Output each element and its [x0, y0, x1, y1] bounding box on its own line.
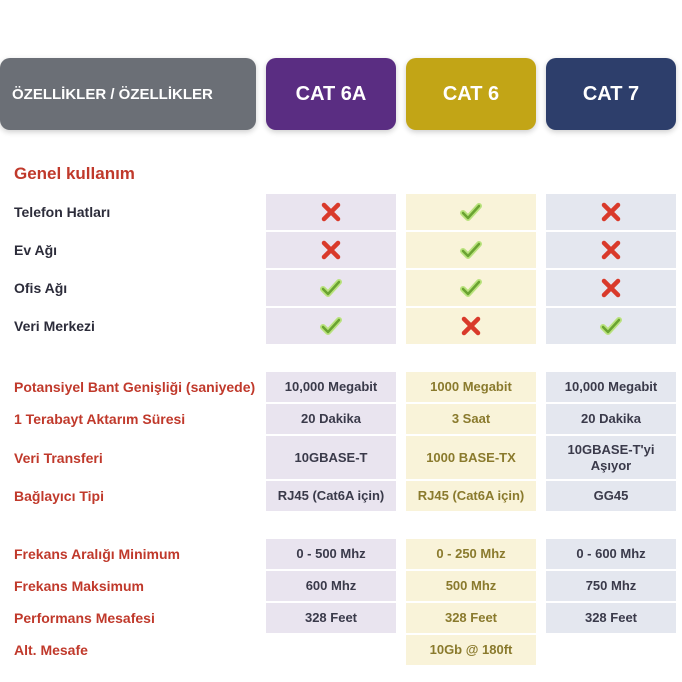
cell [546, 270, 676, 306]
table-row: Veri Merkezi [0, 308, 676, 344]
row-label: Ev Ağı [0, 232, 256, 268]
table-row: Alt. Mesafe 10Gb @ 180ft [0, 635, 676, 665]
cell: 1000 BASE-TX [406, 436, 536, 479]
row-label: Veri Transferi [0, 436, 256, 479]
table-row: Frekans Aralığı Minimum 0 - 500 Mhz 0 - 25… [0, 539, 676, 569]
check-icon [459, 276, 483, 300]
section-title: Genel kullanım [0, 156, 676, 194]
check-icon [599, 314, 623, 338]
cell [266, 270, 396, 306]
check-icon [459, 238, 483, 262]
cell: 3 Saat [406, 404, 536, 434]
row-label: Alt. Mesafe [0, 635, 256, 665]
check-icon [319, 276, 343, 300]
cell [406, 232, 536, 268]
check-icon [319, 314, 343, 338]
cross-icon [459, 314, 483, 338]
table-body: Genel kullanımTelefon Hatları Ev Ağı Ofi… [0, 156, 682, 665]
header-row: ÖZELLİKLER / ÖZELLİKLER CAT 6A CAT 6 CAT… [0, 0, 682, 130]
cell: 500 Mhz [406, 571, 536, 601]
cell: 600 Mhz [266, 571, 396, 601]
cell [546, 635, 676, 665]
cell [266, 635, 396, 665]
cell: 10Gb @ 180ft [406, 635, 536, 665]
table-row: 1 Terabayt Aktarım Süresi 20 Dakika 3 Saat… [0, 404, 676, 434]
table-row: Bağlayıcı Tipi RJ45 (Cat6A için) RJ45 (Cat… [0, 481, 676, 511]
cross-icon [599, 238, 623, 262]
cell [266, 232, 396, 268]
cross-icon [319, 200, 343, 224]
table-row: Potansiyel Bant Genişliği (saniyede) 10,0… [0, 372, 676, 402]
table-row: Telefon Hatları [0, 194, 676, 230]
cell: 20 Dakika [266, 404, 396, 434]
cell: 328 Feet [266, 603, 396, 633]
row-label: Frekans Aralığı Minimum [0, 539, 256, 569]
cell [406, 270, 536, 306]
row-label: Bağlayıcı Tipi [0, 481, 256, 511]
header-col-2: CAT 7 [546, 58, 676, 130]
cell [546, 194, 676, 230]
cell [406, 194, 536, 230]
row-label: Veri Merkezi [0, 308, 256, 344]
cell: 0 - 250 Mhz [406, 539, 536, 569]
cell [546, 232, 676, 268]
table-row: Ofis Ağı [0, 270, 676, 306]
cross-icon [599, 200, 623, 224]
table-row: Veri Transferi10GBASE-T1000 BASE-TX10GBA… [0, 436, 676, 479]
cell: 10,000 Megabit [546, 372, 676, 402]
row-label: Potansiyel Bant Genişliği (saniyede) [0, 372, 256, 402]
cell [406, 308, 536, 344]
cell: 10,000 Megabit [266, 372, 396, 402]
row-label: 1 Terabayt Aktarım Süresi [0, 404, 256, 434]
cross-icon [599, 276, 623, 300]
table-row: Frekans Maksimum 600 Mhz 500 Mhz 750 Mhz [0, 571, 676, 601]
cell: 0 - 500 Mhz [266, 539, 396, 569]
check-icon [459, 200, 483, 224]
cell: 328 Feet [406, 603, 536, 633]
row-label: Telefon Hatları [0, 194, 256, 230]
comparison-table: ÖZELLİKLER / ÖZELLİKLER CAT 6A CAT 6 CAT… [0, 0, 682, 665]
cell [266, 308, 396, 344]
row-label: Performans Mesafesi [0, 603, 256, 633]
cross-icon [319, 238, 343, 262]
cell: 10GBASE-T'yi Aşıyor [546, 436, 676, 479]
header-label: ÖZELLİKLER / ÖZELLİKLER [0, 58, 256, 130]
cell [266, 194, 396, 230]
cell: 10GBASE-T [266, 436, 396, 479]
cell: 328 Feet [546, 603, 676, 633]
header-col-0: CAT 6A [266, 58, 396, 130]
table-row: Performans Mesafesi 328 Feet 328 Feet 328 F… [0, 603, 676, 633]
cell: GG45 [546, 481, 676, 511]
cell: RJ45 (Cat6A için) [406, 481, 536, 511]
cell: RJ45 (Cat6A için) [266, 481, 396, 511]
cell [546, 308, 676, 344]
cell: 0 - 600 Mhz [546, 539, 676, 569]
table-row: Ev Ağı [0, 232, 676, 268]
cell: 20 Dakika [546, 404, 676, 434]
row-label: Ofis Ağı [0, 270, 256, 306]
row-label: Frekans Maksimum [0, 571, 256, 601]
cell: 1000 Megabit [406, 372, 536, 402]
cell: 750 Mhz [546, 571, 676, 601]
header-col-1: CAT 6 [406, 58, 536, 130]
